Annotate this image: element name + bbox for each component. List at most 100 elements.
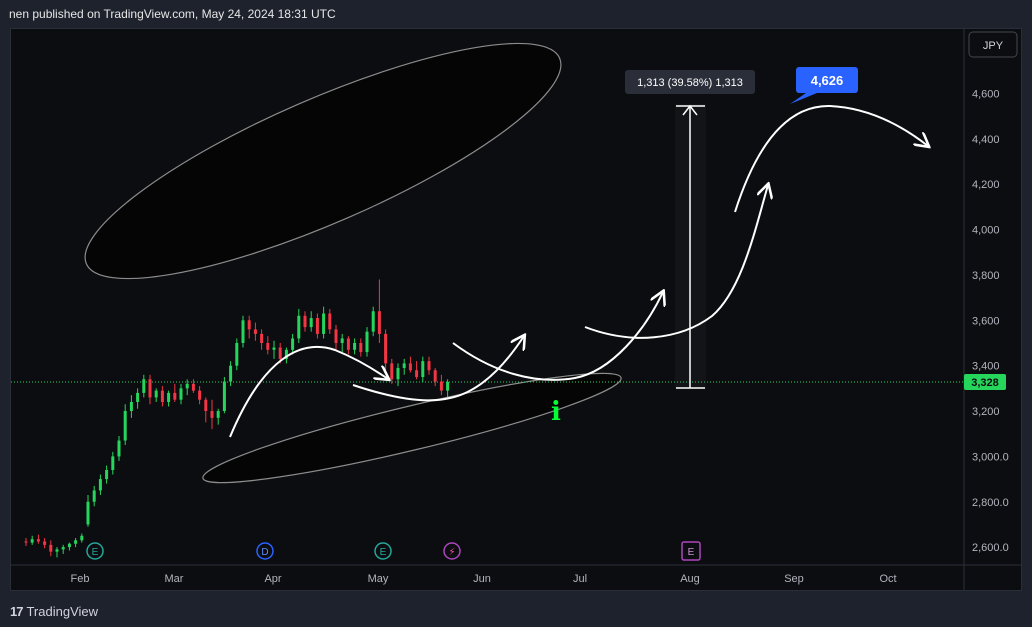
- header-bar: nen published on TradingView.com, May 24…: [0, 0, 1032, 28]
- svg-text:D: D: [261, 547, 268, 558]
- candle: [396, 363, 400, 387]
- candle-body: [80, 535, 84, 541]
- upper-ellipse-drawing[interactable]: [62, 1, 585, 320]
- candle: [86, 494, 90, 527]
- candle: [359, 338, 363, 357]
- event-marker-e-2[interactable]: E: [374, 542, 392, 560]
- arrow-curve-4[interactable]: [584, 185, 768, 339]
- last-price-label: 3,328: [971, 377, 999, 389]
- event-marker-e-3[interactable]: E: [681, 541, 701, 561]
- y-tick-label: 4,600: [972, 89, 1000, 101]
- candle-body: [235, 342, 239, 366]
- candle-body: [117, 440, 121, 457]
- candle: [36, 534, 40, 544]
- candle-body: [191, 383, 195, 391]
- candle: [322, 306, 326, 339]
- candle: [235, 338, 239, 371]
- candle: [297, 308, 301, 343]
- candle-body: [291, 338, 295, 350]
- candle: [216, 408, 220, 425]
- candle: [136, 388, 140, 409]
- candle: [117, 435, 121, 461]
- candle: [142, 374, 146, 398]
- candle-body: [396, 367, 400, 380]
- candle-body: [43, 541, 47, 545]
- price-axis: 4,8004,6004,4004,2004,0003,8003,6003,400…: [972, 43, 1009, 554]
- x-tick-label: May: [368, 573, 389, 585]
- target-callout-box[interactable]: [796, 67, 858, 93]
- candle: [92, 485, 96, 507]
- measure-arrow-icon: [682, 104, 698, 116]
- candle: [67, 542, 71, 551]
- candle-body: [61, 547, 65, 550]
- lower-ellipse-drawing[interactable]: [198, 356, 626, 499]
- candle-body: [433, 370, 437, 382]
- candle-body: [210, 411, 214, 418]
- candle-body: [198, 390, 202, 400]
- event-marker-split[interactable]: ⚡: [443, 542, 461, 560]
- candle: [377, 279, 381, 343]
- candle-body: [74, 540, 78, 544]
- candle: [384, 329, 388, 371]
- candle-body: [67, 543, 71, 548]
- candle-body: [55, 549, 59, 552]
- candle: [241, 315, 245, 348]
- x-tick-label: Jul: [573, 573, 587, 585]
- candle: [148, 374, 152, 405]
- candle: [98, 474, 102, 495]
- y-tick-label: 2,600.0: [972, 542, 1009, 554]
- candle: [247, 315, 251, 339]
- candle: [179, 383, 183, 405]
- last-price-badge: [964, 374, 1006, 391]
- candle-body: [371, 311, 375, 332]
- candle-body: [402, 363, 406, 368]
- candle: [390, 358, 394, 384]
- candlestick-series: [24, 279, 450, 558]
- candle-body: [390, 363, 394, 380]
- candle: [123, 404, 127, 446]
- tradingview-brand: TradingView: [26, 604, 99, 619]
- tradingview-logo[interactable]: 17 TradingView: [10, 604, 98, 619]
- event-marker-d[interactable]: D: [256, 542, 274, 560]
- candle-body: [98, 479, 102, 491]
- candle: [30, 535, 34, 545]
- candle-body: [36, 539, 40, 542]
- candle-body: [303, 315, 307, 328]
- candle-body: [315, 318, 319, 334]
- candle: [154, 388, 158, 402]
- svg-text:E: E: [688, 547, 695, 558]
- event-marker-e-1[interactable]: E: [86, 542, 104, 560]
- arrow-curve-5[interactable]: [734, 104, 928, 213]
- y-tick-label: 3,400: [972, 361, 1000, 373]
- candle: [334, 324, 338, 350]
- y-tick-label: 3,000.0: [972, 451, 1009, 463]
- candle: [266, 336, 270, 355]
- candle: [433, 367, 437, 387]
- candle: [427, 356, 431, 375]
- candle-body: [309, 318, 313, 328]
- candle: [105, 465, 109, 484]
- x-tick-label: Apr: [264, 573, 281, 585]
- candle-body: [123, 411, 127, 441]
- candle-body: [241, 320, 245, 343]
- arrow-curve-1[interactable]: [229, 345, 388, 438]
- candle-body: [439, 381, 443, 391]
- currency-label: JPY: [983, 40, 1004, 52]
- candle-body: [204, 399, 208, 412]
- time-axis: Feb Mar Apr May Jun Jul Aug Sep Oct: [71, 573, 897, 585]
- candle-body: [173, 392, 177, 400]
- info-icon[interactable]: i: [551, 397, 561, 427]
- currency-button[interactable]: [968, 31, 1018, 58]
- candle: [353, 338, 357, 355]
- candle: [346, 336, 350, 355]
- arrow-curve-2[interactable]: [352, 336, 524, 402]
- candle: [421, 356, 425, 382]
- candle: [43, 538, 47, 549]
- arrow-curve-3[interactable]: [452, 292, 663, 381]
- svg-text:⚡: ⚡: [448, 547, 455, 558]
- candle-body: [365, 331, 369, 353]
- candle-body: [49, 544, 53, 552]
- candle-body: [272, 347, 276, 350]
- candle: [408, 356, 412, 373]
